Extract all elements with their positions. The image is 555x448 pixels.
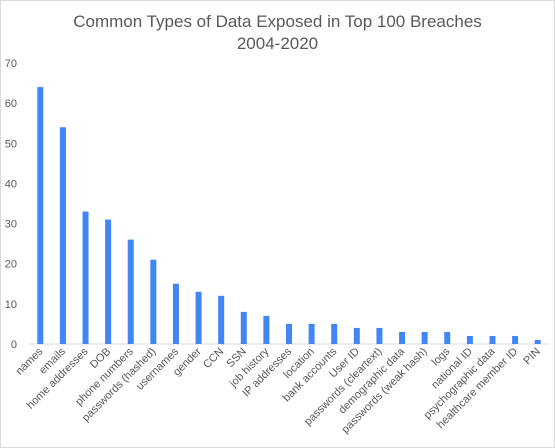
bar — [466, 335, 473, 344]
y-tick-label: 70 — [5, 58, 17, 70]
bar — [421, 331, 428, 344]
bar — [331, 323, 338, 344]
bar — [308, 323, 315, 344]
y-tick-label: 40 — [5, 178, 17, 190]
bar — [127, 239, 134, 344]
bar — [59, 127, 66, 344]
bar — [105, 219, 112, 344]
x-tick-label: CCN — [201, 346, 226, 371]
chart-title: Common Types of Data Exposed in Top 100 … — [73, 12, 482, 31]
y-tick-label: 0 — [11, 339, 17, 351]
bar — [82, 211, 89, 344]
bar — [263, 315, 270, 344]
bar — [218, 295, 225, 344]
bar — [172, 283, 179, 344]
y-tick-label: 10 — [5, 299, 17, 311]
bar — [286, 323, 292, 344]
bar — [534, 339, 541, 344]
y-tick-label: 30 — [5, 219, 17, 231]
bar — [376, 327, 383, 344]
bar — [240, 311, 247, 344]
bar — [150, 259, 157, 344]
bars — [37, 87, 541, 344]
bar — [37, 87, 44, 344]
bar — [195, 291, 202, 344]
y-tick-label: 50 — [5, 138, 17, 150]
bar — [512, 335, 519, 344]
chart-subtitle: 2004-2020 — [236, 34, 319, 53]
bar — [489, 335, 496, 344]
x-tick-label: PIN — [521, 346, 542, 367]
y-tick-label: 60 — [5, 98, 17, 110]
bar — [444, 331, 451, 344]
y-axis: 0 10 20 30 40 50 60 70 — [5, 58, 17, 351]
bar — [353, 327, 360, 344]
y-tick-label: 20 — [5, 259, 17, 271]
bar — [399, 331, 406, 344]
